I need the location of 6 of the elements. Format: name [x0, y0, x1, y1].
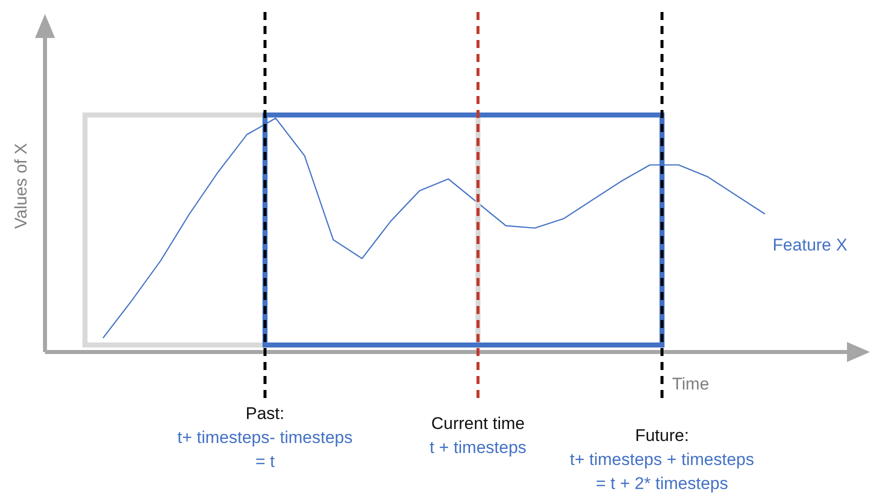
text: Future: t+ timesteps + timesteps = t + 2* timesteps — [568, 425, 756, 495]
text: Current time t + timesteps — [428, 413, 528, 457]
text: Past: t+ timesteps- timesteps = t — [176, 403, 354, 473]
y-axis-title: Values of X — [12, 143, 31, 229]
x-axis-title: Time — [672, 374, 710, 394]
series-label: Feature X — [772, 236, 848, 255]
